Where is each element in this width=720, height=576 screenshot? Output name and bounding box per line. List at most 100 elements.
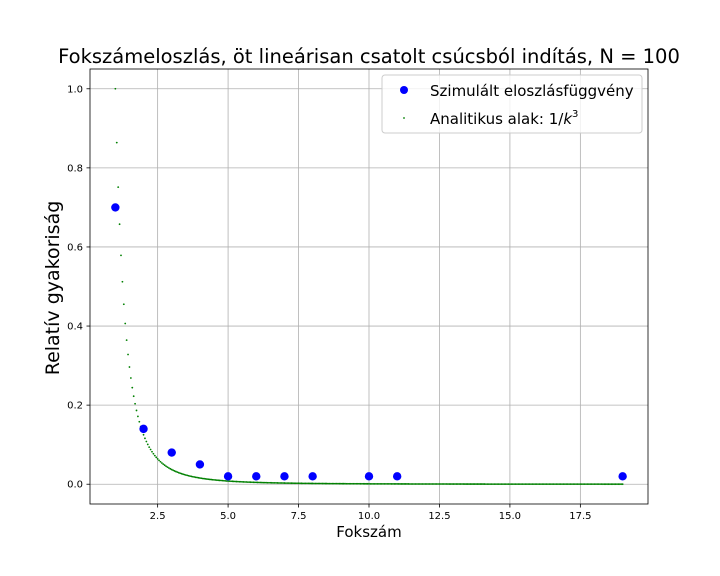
analytic-point <box>162 463 165 466</box>
analytic-point <box>551 483 554 486</box>
analytic-point <box>215 479 218 482</box>
analytic-point <box>149 448 152 451</box>
analytic-point <box>552 483 555 486</box>
simulated-point <box>308 472 317 481</box>
analytic-point <box>230 480 232 483</box>
analytic-point <box>352 482 355 485</box>
analytic-point <box>310 482 313 485</box>
analytic-point <box>244 481 246 483</box>
analytic-point <box>349 482 352 485</box>
analytic-point <box>566 483 569 486</box>
analytic-point <box>317 482 320 485</box>
x-tick-label: 7.5 <box>291 511 307 522</box>
analytic-point <box>435 483 438 485</box>
analytic-point <box>455 483 458 485</box>
analytic-point <box>231 480 234 483</box>
analytic-point <box>499 483 501 486</box>
analytic-point <box>172 469 175 472</box>
analytic-point <box>520 483 523 486</box>
analytic-point <box>153 454 156 457</box>
analytic-point <box>190 475 193 478</box>
analytic-point <box>600 483 603 486</box>
analytic-point <box>614 483 617 486</box>
analytic-point <box>372 482 375 485</box>
analytic-point <box>425 483 428 485</box>
x-tick-label: 17.5 <box>569 511 591 522</box>
analytic-point <box>246 481 249 483</box>
analytic-point <box>296 482 299 485</box>
analytic-point <box>597 483 600 486</box>
analytic-point <box>527 483 530 486</box>
analytic-point <box>459 483 462 485</box>
analytic-point <box>166 466 169 469</box>
x-tick-label: 5.0 <box>220 511 236 522</box>
analytic-point <box>227 480 229 482</box>
analytic-point <box>184 474 187 476</box>
analytic-point <box>555 483 558 486</box>
analytic-point <box>238 480 241 483</box>
analytic-point <box>513 483 516 486</box>
analytic-point <box>380 482 383 485</box>
analytic-point <box>173 470 176 472</box>
analytic-point <box>578 483 580 486</box>
simulated-point <box>618 472 627 481</box>
analytic-point <box>358 482 361 485</box>
legend-marker-analytic <box>403 117 405 119</box>
analytic-point <box>609 483 611 486</box>
analytic-point <box>369 482 372 485</box>
analytic-point <box>210 478 213 481</box>
analytic-point <box>511 483 514 486</box>
analytic-point <box>493 483 496 485</box>
analytic-point <box>389 483 392 485</box>
analytic-point <box>404 483 407 485</box>
analytic-series <box>114 87 624 486</box>
analytic-point <box>482 483 485 485</box>
analytic-point <box>258 481 260 484</box>
analytic-point <box>401 483 404 485</box>
analytic-point <box>535 483 538 486</box>
analytic-point <box>483 483 486 485</box>
analytic-point <box>156 458 159 460</box>
analytic-point <box>248 481 251 484</box>
analytic-point <box>138 420 141 423</box>
analytic-point <box>462 483 465 485</box>
analytic-point <box>300 482 303 485</box>
analytic-point <box>308 482 311 485</box>
analytic-point <box>239 480 242 483</box>
analytic-point <box>121 280 124 283</box>
analytic-point <box>583 483 586 486</box>
analytic-point <box>255 481 258 484</box>
analytic-point <box>523 483 525 486</box>
analytic-point <box>325 482 328 485</box>
analytic-point <box>327 482 330 485</box>
analytic-point <box>547 483 549 486</box>
analytic-point <box>232 480 235 483</box>
analytic-point <box>476 483 479 485</box>
y-tick-label: 0.6 <box>67 242 83 253</box>
analytic-point <box>394 483 397 485</box>
analytic-point <box>618 483 621 486</box>
analytic-point <box>303 482 306 485</box>
simulated-point <box>167 448 176 457</box>
analytic-point <box>393 483 396 485</box>
analytic-point <box>604 483 607 486</box>
analytic-point <box>259 481 262 484</box>
analytic-point <box>469 483 472 485</box>
analytic-point <box>189 475 191 477</box>
analytic-point <box>563 483 566 486</box>
analytic-point <box>234 480 237 483</box>
analytic-point <box>503 483 506 486</box>
analytic-point <box>376 482 379 485</box>
analytic-point <box>191 475 194 478</box>
analytic-point <box>318 482 321 485</box>
analytic-point <box>321 482 324 485</box>
simulated-point <box>195 460 205 469</box>
x-axis-label: Fokszám <box>336 523 401 541</box>
y-tick-label: 1.0 <box>67 84 83 95</box>
analytic-point <box>165 465 167 468</box>
analytic-point <box>249 481 252 484</box>
analytic-point <box>338 482 341 485</box>
analytic-point <box>286 482 289 485</box>
analytic-point <box>490 483 493 485</box>
